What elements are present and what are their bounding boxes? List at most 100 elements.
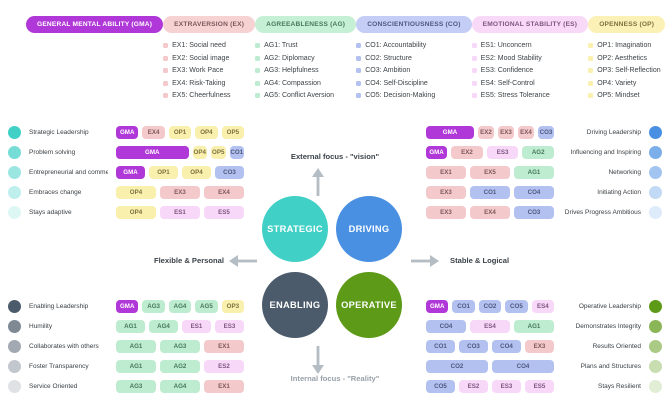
- facet-item: AG4: Compassion: [255, 80, 356, 87]
- facet-bullet-icon: [356, 93, 362, 98]
- facet-chip-list: GMA CO1 CO2 CO5 ES4: [426, 300, 555, 313]
- competency-row: GMA CO1 CO2 CO5 ES4 Operative Leadership: [426, 300, 662, 313]
- facet-chip: CO1: [470, 186, 510, 199]
- facet-item-label: OP4: Variety: [597, 79, 637, 87]
- operative-competency-group: GMA CO1 CO2 CO5 ES4 Operative Leadership CO4 ES…: [426, 300, 662, 393]
- facet-chip-list: CO4 ES4 AG1: [426, 320, 554, 333]
- facet-item-label: AG2: Diplomacy: [264, 54, 315, 62]
- facet-item-label: EX1: Social need: [172, 42, 226, 49]
- facet-chip: EX3: [498, 126, 514, 139]
- facet-item-label: ES2: Mood Stability: [480, 54, 542, 62]
- competency-label: Driving Leadership: [586, 129, 641, 136]
- facet-chip: ES1: [160, 206, 200, 219]
- competency-label: Strategic Leadership: [29, 129, 89, 136]
- facet-chip: EX3: [426, 186, 466, 199]
- facet-chip: OP5: [211, 146, 226, 159]
- strategic-competency-group: Strategic Leadership GMA EX4 OP1 OP4 OP5 Probl…: [8, 126, 245, 219]
- facet-chip: AG2: [522, 146, 555, 159]
- competency-label: Embraces change: [29, 189, 82, 196]
- facet-item: CO1: Accountability: [356, 42, 471, 49]
- facet-item-label: AG1: Trust: [264, 42, 298, 49]
- facet-chip: OP4: [195, 126, 218, 139]
- competency-label: Networking: [608, 169, 641, 176]
- facet-chip: CO4: [492, 360, 554, 373]
- competency-label: Foster Transparency: [29, 363, 89, 370]
- driving-quadrant-dot-icon: [649, 166, 662, 179]
- facet-chip: OP5: [221, 126, 245, 139]
- strategic-circle: STRATEGIC: [262, 196, 328, 262]
- facet-bullet-icon: [471, 43, 477, 48]
- facet-item-label: CO4: Self-Discipline: [365, 79, 428, 87]
- facet-chip-list: AG1 AG2 ES2: [116, 360, 244, 373]
- factor-pill-es: EMOTIONAL STABILITY (ES): [471, 16, 589, 33]
- factor-column-co: CONSCIENTIOUSNESS (CO) CO1: Accountabilit…: [356, 16, 472, 99]
- facet-item-label: OP2: Aesthetics: [597, 54, 647, 62]
- facet-chip: EX3: [160, 186, 200, 199]
- operative-quadrant-dot-icon: [649, 340, 662, 353]
- competency-row: Collaborates with others AG1 AG3 EX1: [8, 340, 244, 353]
- facet-bullet-icon: [163, 80, 169, 86]
- facet-chip: ES4: [531, 300, 555, 313]
- facet-chip-list: GMA EX2 EX3 EX4 CO3: [426, 126, 554, 139]
- facet-chip-list: GMA EX4 OP1 OP4 OP5: [116, 126, 245, 139]
- facet-chip: AG4: [168, 300, 192, 313]
- facet-chip: AG2: [160, 360, 200, 373]
- facet-chip: GMA: [116, 146, 189, 159]
- competency-label: Enabling Leadership: [29, 303, 89, 310]
- facet-chip: ES2: [459, 380, 488, 393]
- driving-quadrant-dot-icon: [649, 186, 662, 199]
- facet-chip-list: OP4 ES1 ES5: [116, 206, 244, 219]
- competency-label: Initiating Action: [597, 189, 641, 196]
- facet-chip: ES4: [470, 320, 510, 333]
- facet-chip-list: EX3 CO1 CO4: [426, 186, 554, 199]
- facet-bullet-icon: [356, 68, 362, 73]
- facet-chip: CO2: [426, 360, 488, 373]
- facet-chip: GMA: [116, 300, 139, 313]
- facet-chip: EX5: [470, 166, 510, 179]
- facet-chip: EX2: [451, 146, 483, 159]
- facet-chip: OP4: [192, 146, 207, 159]
- facet-item: AG2: Diplomacy: [255, 55, 356, 62]
- facet-chip: GMA: [426, 126, 474, 139]
- facet-chip: CO1: [426, 340, 455, 353]
- competency-row: Service Oriented AG3 AG4 EX1: [8, 380, 244, 393]
- facet-chip: EX2: [478, 126, 494, 139]
- facet-chip-list: AG3 AG4 EX1: [116, 380, 244, 393]
- facet-chip: ES1: [182, 320, 211, 333]
- competency-label: Problem solving: [29, 149, 76, 156]
- facet-chip-list: OP4 EX3 EX4: [116, 186, 244, 199]
- facet-chip: CO2: [478, 300, 502, 313]
- facet-item-label: CO3: Ambition: [365, 67, 411, 74]
- facet-chip: AG1: [514, 320, 554, 333]
- driving-quadrant-dot-icon: [649, 146, 662, 159]
- factor-column-ag: AGREEABLENESS (AG) AG1: Trust AG2: Diploma…: [255, 16, 357, 99]
- facet-item: EX4: Risk-Taking: [163, 80, 255, 87]
- factor-pill-ex: EXTRAVERSION (EX): [163, 16, 256, 33]
- facet-item: ES5: Stress Tolerance: [471, 92, 589, 99]
- facet-item-label: EX2: Social image: [172, 54, 230, 62]
- flexible-personal-label: Flexible & Personal: [153, 256, 224, 265]
- facet-chip: AG3: [160, 340, 200, 353]
- strategic-quadrant-dot-icon: [8, 166, 21, 179]
- facet-chip: CO4: [426, 320, 466, 333]
- competency-row: GMA EX2 EX3 EX4 CO3 Driving Leadership: [426, 126, 662, 139]
- facet-chip: EX4: [518, 126, 534, 139]
- facet-item: CO4: Self-Discipline: [356, 80, 471, 87]
- facet-item-label: ES5: Stress Tolerance: [480, 92, 550, 99]
- operative-circle: OPERATIVE: [336, 272, 402, 338]
- strategic-quadrant-dot-icon: [8, 126, 21, 139]
- facet-item-label: AG5: Conflict Aversion: [264, 92, 335, 99]
- competency-label: Results Oriented: [592, 343, 641, 350]
- quadrant-circles: STRATEGIC DRIVING ENABLING OPERATIVE: [262, 196, 402, 338]
- facet-item-label: ES3: Confidence: [480, 67, 534, 74]
- competency-label: Demonstrates Integrity: [575, 323, 641, 330]
- facet-chip: AG4: [160, 380, 200, 393]
- competency-label: Collaborates with others: [29, 343, 99, 350]
- facet-chip: EX4: [204, 186, 244, 199]
- facet-chip-list: CO1 CO3 CO4 EX3: [426, 340, 554, 353]
- competency-row: Humility AG1 AG4 ES1 ES3: [8, 320, 244, 333]
- facet-bullet-icon: [356, 43, 362, 48]
- facet-bullet-icon: [356, 55, 362, 61]
- facet-chip: AG1: [514, 166, 554, 179]
- facet-item: AG3: Helpfulness: [255, 67, 356, 74]
